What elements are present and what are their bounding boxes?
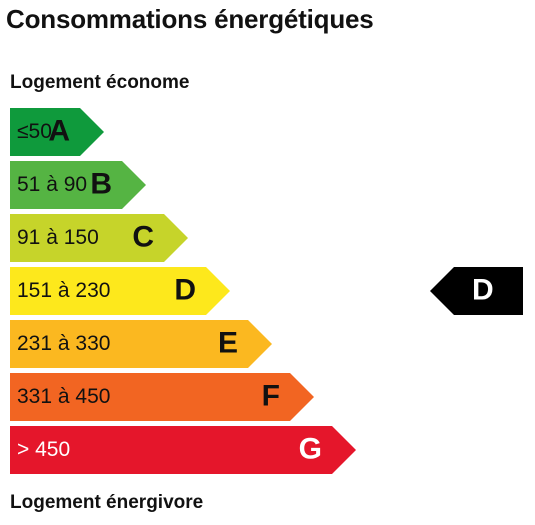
energy-bar-f: 331 à 450 F [10, 373, 314, 421]
energy-bar-e: 231 à 330 E [10, 320, 272, 368]
bar-letter: G [298, 432, 322, 466]
bar-letter: E [217, 326, 238, 360]
bar-letter: F [261, 379, 280, 413]
bar-letter: C [132, 220, 154, 254]
bar-range: 151 à 230 [17, 279, 111, 302]
energy-bar-c: 91 à 150 C [10, 214, 188, 262]
bar-letter: D [174, 273, 196, 307]
bar-range: > 450 [17, 438, 71, 461]
energy-bar-d: 151 à 230 D [10, 267, 230, 315]
bar-letter: A [48, 114, 70, 148]
bar-range: 91 à 150 [17, 226, 99, 249]
bar-range: 51 à 90 [17, 173, 88, 196]
energy-bar-a: ≤50 A [10, 108, 104, 156]
page-title: Consommations énergétiques [6, 4, 374, 34]
current-class-indicator: D [430, 267, 523, 315]
label-economical: Logement économe [10, 72, 190, 93]
current-class-letter: D [472, 273, 494, 307]
label-energy-intensive: Logement énergivore [10, 492, 204, 513]
bar-range: 231 à 330 [17, 332, 111, 355]
energy-bar-g: > 450 G [10, 426, 356, 474]
bar-range: ≤50 [17, 120, 52, 143]
energy-bar-b: 51 à 90 B [10, 161, 146, 209]
bar-range: 331 à 450 [17, 385, 111, 408]
bar-letter: B [90, 167, 112, 201]
